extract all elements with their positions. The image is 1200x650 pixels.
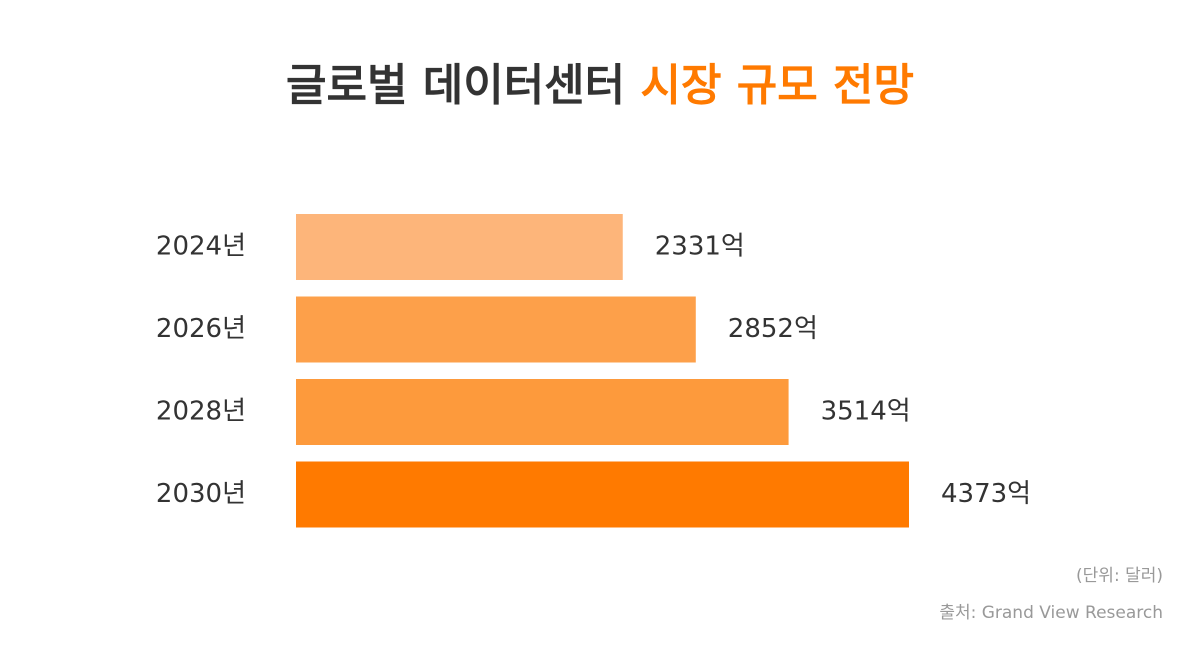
- chart-title: 글로벌 데이터센터 시장 규모 전망: [286, 60, 914, 111]
- bar: [296, 214, 623, 280]
- value-label: 3514억: [821, 397, 911, 427]
- category-label: 2030년: [156, 479, 246, 509]
- category-label: 2024년: [156, 232, 246, 262]
- bar: [296, 461, 909, 528]
- title-part: 시장 규모 전망: [640, 60, 914, 111]
- source-note: 출처: Grand View Research: [939, 603, 1163, 623]
- unit-note: (단위: 달러): [1076, 566, 1163, 586]
- title-part: 글로벌 데이터센터: [286, 60, 625, 111]
- category-label: 2026년: [156, 314, 246, 344]
- value-label: 2331억: [655, 232, 745, 262]
- value-label: 2852억: [728, 314, 818, 344]
- value-label: 4373억: [941, 479, 1031, 509]
- category-label: 2028년: [156, 397, 246, 427]
- bar: [296, 296, 696, 363]
- bar: [296, 379, 789, 445]
